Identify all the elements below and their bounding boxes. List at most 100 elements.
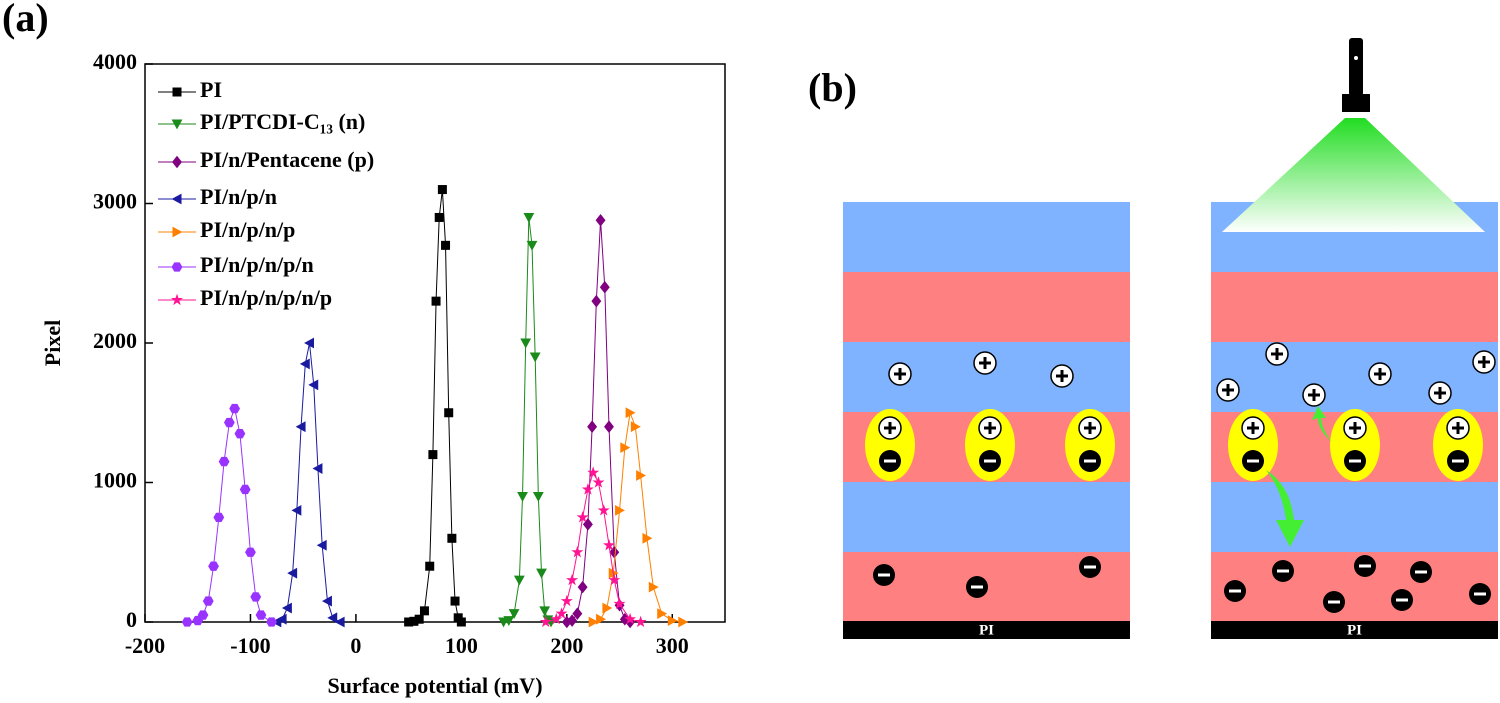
- data-point: [281, 602, 292, 614]
- data-point: [456, 617, 466, 627]
- layer: [843, 482, 1130, 552]
- plus-sign: [1222, 384, 1234, 396]
- y-tick-label: 1000: [93, 468, 137, 493]
- x-tick-label: -200: [125, 633, 165, 658]
- data-point: [667, 615, 678, 627]
- data-point: [634, 615, 647, 628]
- plus-sign: [1056, 370, 1068, 382]
- plus-sign: [1308, 389, 1320, 401]
- legend-label: PI/PTCDI-C₁₃ (n): [200, 109, 365, 134]
- data-point: [619, 612, 630, 626]
- data-point: [613, 597, 626, 609]
- legend-label: PI/n/p/n: [200, 184, 277, 209]
- data-point: [234, 428, 246, 439]
- series-line: [545, 471, 641, 623]
- legend-marker: [172, 87, 182, 97]
- legend-marker: [171, 262, 183, 272]
- data-point: [604, 420, 614, 433]
- series-line: [408, 189, 462, 623]
- data-point: [599, 280, 610, 294]
- arrow: [1312, 406, 1332, 442]
- data-point: [287, 567, 298, 579]
- legend-label: PI/n/p/n/p/n/p: [200, 285, 332, 310]
- data-point: [576, 511, 589, 523]
- data-point: [308, 379, 319, 391]
- data-point: [508, 609, 520, 620]
- data-point: [550, 612, 563, 625]
- data-point: [615, 505, 625, 516]
- layer: [1211, 552, 1498, 622]
- data-point: [503, 616, 515, 627]
- data-point: [587, 466, 600, 478]
- data-point: [648, 581, 659, 593]
- y-tick-label: 0: [126, 607, 137, 632]
- data-point: [566, 573, 579, 586]
- data-point: [529, 352, 541, 363]
- data-point: [587, 420, 598, 433]
- data-point: [208, 561, 219, 571]
- series-line: [276, 342, 341, 623]
- data-point: [608, 573, 621, 586]
- plus-sign: [1478, 356, 1490, 368]
- data-point: [181, 617, 193, 627]
- data-point: [624, 612, 637, 625]
- plus-sign: [1271, 348, 1283, 360]
- data-point: [299, 358, 310, 370]
- arrow: [1266, 470, 1304, 547]
- data-point: [441, 240, 451, 250]
- exciton: [1228, 409, 1278, 481]
- data-point: [561, 615, 572, 629]
- legend-marker: [171, 119, 183, 130]
- y-tick-label: 4000: [93, 49, 137, 74]
- exciton: [865, 409, 915, 481]
- plus-sign: [1374, 368, 1386, 380]
- data-point: [245, 547, 256, 557]
- data-point: [291, 505, 302, 516]
- data-point: [334, 616, 345, 628]
- data-point: [239, 484, 251, 495]
- data-point: [536, 568, 547, 579]
- data-point: [555, 607, 568, 619]
- plus-sign: [979, 357, 991, 369]
- flashlight-head: [1342, 94, 1370, 112]
- data-point: [404, 617, 414, 627]
- data-point: [588, 616, 599, 628]
- exciton: [1330, 409, 1380, 481]
- series-line: [593, 410, 683, 623]
- data-point: [592, 476, 605, 488]
- diagram: PI PI: [843, 38, 1498, 639]
- data-point: [419, 606, 429, 616]
- data-point: [295, 421, 306, 433]
- y-tick-label: 2000: [93, 328, 137, 353]
- data-point: [595, 213, 606, 227]
- data-point: [577, 580, 588, 594]
- x-tick-label: -100: [230, 633, 270, 658]
- data-point: [255, 610, 267, 620]
- data-point: [567, 614, 578, 627]
- layer: [1211, 342, 1498, 412]
- data-point: [678, 616, 689, 628]
- data-point: [572, 607, 583, 620]
- substrate-label: PI: [979, 622, 994, 638]
- data-point: [250, 592, 262, 602]
- data-point: [526, 240, 538, 251]
- x-tick-label: 100: [445, 633, 478, 658]
- y-tick-label: 3000: [93, 189, 137, 214]
- data-point: [625, 615, 636, 629]
- data-point: [431, 296, 441, 306]
- panel-label: (b): [808, 65, 857, 110]
- data-point: [197, 610, 209, 620]
- data-point: [276, 613, 287, 625]
- y-axis-label: Pixel: [40, 320, 65, 366]
- data-point: [602, 602, 613, 614]
- substrate: [843, 621, 1130, 639]
- data-point: [437, 185, 447, 195]
- data-point: [322, 595, 332, 607]
- data-point: [597, 504, 610, 516]
- data-point: [434, 212, 444, 222]
- data-point: [523, 212, 535, 223]
- data-point: [532, 491, 544, 502]
- legend-label: PI/n/Pentacene (p): [200, 147, 374, 172]
- series-line: [503, 217, 552, 623]
- data-point: [213, 512, 225, 523]
